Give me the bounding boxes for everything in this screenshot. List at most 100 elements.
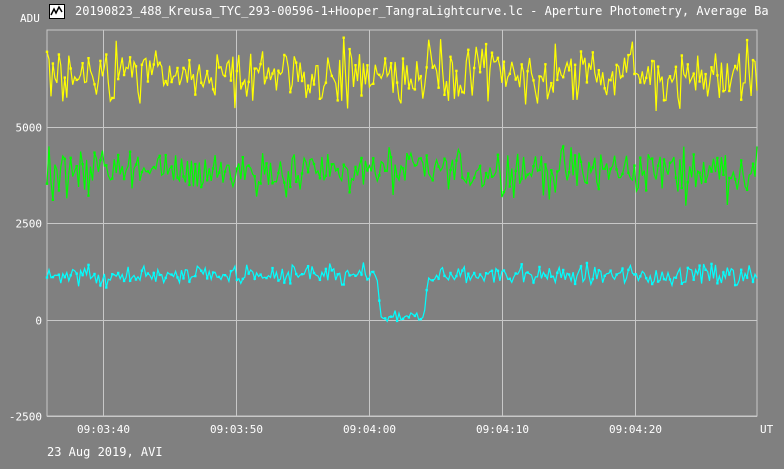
- data-point: [740, 268, 743, 271]
- data-point: [318, 177, 322, 180]
- data-point: [81, 163, 84, 166]
- data-point: [324, 267, 328, 271]
- data-point: [680, 54, 683, 57]
- data-point: [437, 86, 440, 89]
- data-point: [651, 59, 654, 63]
- data-point: [158, 154, 161, 158]
- data-point: [538, 265, 541, 269]
- light-curve-app-icon: [49, 4, 65, 19]
- data-point: [728, 176, 731, 180]
- data-point: [200, 81, 203, 84]
- data-point: [722, 271, 725, 274]
- data-point: [152, 165, 155, 169]
- series-line: [46, 144, 758, 206]
- data-point: [306, 84, 310, 87]
- data-point: [734, 64, 737, 68]
- data-point: [645, 276, 648, 280]
- data-point: [372, 157, 375, 160]
- data-point: [478, 71, 482, 74]
- data-point: [645, 76, 648, 79]
- data-point: [437, 165, 440, 168]
- data-point: [122, 279, 126, 283]
- data-point: [295, 61, 298, 64]
- data-point: [419, 317, 422, 321]
- data-point: [158, 61, 161, 64]
- data-point: [627, 171, 630, 174]
- data-point: [271, 72, 274, 75]
- data-point: [722, 173, 725, 176]
- data-point: [627, 53, 630, 57]
- data-point: [668, 75, 672, 78]
- data-point: [467, 272, 470, 275]
- data-point: [117, 77, 120, 81]
- data-point: [259, 182, 262, 185]
- data-point: [710, 66, 713, 69]
- data-point: [87, 263, 90, 267]
- data-point: [419, 157, 422, 160]
- data-point: [443, 157, 446, 160]
- data-point: [283, 181, 286, 184]
- data-point: [656, 164, 660, 167]
- data-point: [164, 276, 167, 280]
- data-point: [57, 189, 61, 192]
- plot-series: [45, 36, 758, 323]
- data-point: [312, 162, 316, 166]
- data-point: [508, 277, 511, 280]
- data-point: [431, 179, 434, 182]
- data-point: [170, 165, 173, 168]
- data-point: [241, 156, 244, 159]
- data-point: [490, 51, 494, 54]
- data-point: [550, 81, 553, 85]
- data-point: [538, 168, 541, 172]
- data-point: [745, 38, 749, 42]
- series-1: [45, 36, 758, 112]
- data-point: [473, 271, 476, 275]
- data-point: [75, 165, 78, 168]
- data-point: [188, 183, 191, 187]
- data-point: [200, 185, 203, 189]
- data-point: [680, 186, 683, 190]
- data-point: [105, 53, 108, 56]
- data-point: [146, 80, 150, 83]
- data-point: [751, 58, 755, 62]
- data-point: [443, 93, 446, 96]
- data-point: [484, 272, 488, 275]
- data-point: [621, 172, 624, 176]
- data-point: [573, 282, 577, 286]
- data-point: [514, 272, 517, 275]
- data-point: [93, 151, 96, 154]
- data-point: [111, 273, 114, 276]
- data-point: [526, 173, 529, 176]
- data-point: [253, 175, 256, 178]
- data-point: [407, 87, 411, 90]
- data-point: [579, 50, 583, 53]
- data-point: [698, 171, 701, 174]
- data-point: [633, 164, 636, 167]
- data-point: [134, 278, 138, 281]
- x-tick-label: 09:04:10: [476, 423, 529, 436]
- data-point: [467, 48, 470, 51]
- data-point: [621, 74, 624, 78]
- data-point: [484, 171, 488, 175]
- grid-lines: [46, 29, 758, 417]
- data-point: [745, 188, 749, 191]
- data-point: [63, 76, 66, 79]
- data-point: [692, 278, 695, 281]
- y-tick-label: 2500: [16, 218, 43, 231]
- data-point: [229, 269, 233, 273]
- data-point: [639, 81, 642, 84]
- data-point: [348, 47, 351, 51]
- data-point: [200, 269, 203, 272]
- data-point: [336, 167, 339, 171]
- data-point: [395, 81, 399, 84]
- data-point: [176, 176, 179, 179]
- data-point: [354, 165, 357, 169]
- x-tick-label: 09:04:20: [609, 423, 662, 436]
- data-point: [342, 163, 345, 166]
- data-point: [567, 171, 571, 174]
- data-point: [300, 79, 304, 83]
- data-point: [128, 56, 132, 59]
- data-point: [645, 189, 648, 192]
- data-point: [223, 74, 227, 78]
- data-point: [206, 277, 209, 280]
